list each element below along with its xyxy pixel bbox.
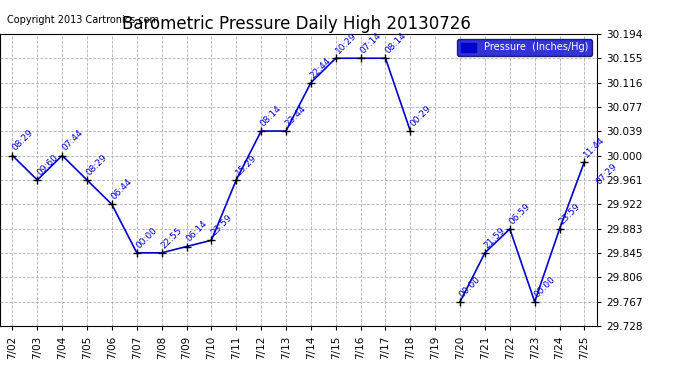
- Text: 06:59: 06:59: [508, 201, 532, 226]
- Text: 23:59: 23:59: [558, 202, 582, 226]
- Text: 23:59: 23:59: [209, 213, 234, 237]
- Legend: Pressure  (Inches/Hg): Pressure (Inches/Hg): [457, 39, 592, 56]
- Text: Copyright 2013 Cartronics.com: Copyright 2013 Cartronics.com: [7, 15, 159, 25]
- Text: 06:44: 06:44: [110, 177, 134, 202]
- Text: 07:44: 07:44: [60, 128, 84, 153]
- Text: 00:00: 00:00: [135, 225, 159, 250]
- Text: Barometric Pressure Daily High 20130726: Barometric Pressure Daily High 20130726: [122, 15, 471, 33]
- Text: 11:44: 11:44: [582, 135, 607, 159]
- Text: 08:14: 08:14: [383, 31, 408, 56]
- Text: 09:60: 09:60: [35, 153, 60, 177]
- Text: 15:29: 15:29: [234, 153, 259, 177]
- Text: 22:44: 22:44: [308, 56, 333, 80]
- Text: 00:29: 00:29: [408, 104, 433, 128]
- Text: 10:29: 10:29: [333, 31, 358, 56]
- Text: 00:00: 00:00: [533, 274, 557, 299]
- Text: 07:14: 07:14: [358, 31, 383, 56]
- Text: 08:29: 08:29: [10, 128, 34, 153]
- Text: 07:29: 07:29: [595, 162, 620, 187]
- Text: 23:44: 23:44: [284, 104, 308, 128]
- Text: 00:00: 00:00: [458, 274, 482, 299]
- Text: 08:14: 08:14: [259, 104, 284, 128]
- Text: 21:59: 21:59: [483, 225, 507, 250]
- Text: 22:55: 22:55: [159, 225, 184, 250]
- Text: 06:14: 06:14: [184, 219, 209, 244]
- Text: 08:29: 08:29: [85, 153, 110, 177]
